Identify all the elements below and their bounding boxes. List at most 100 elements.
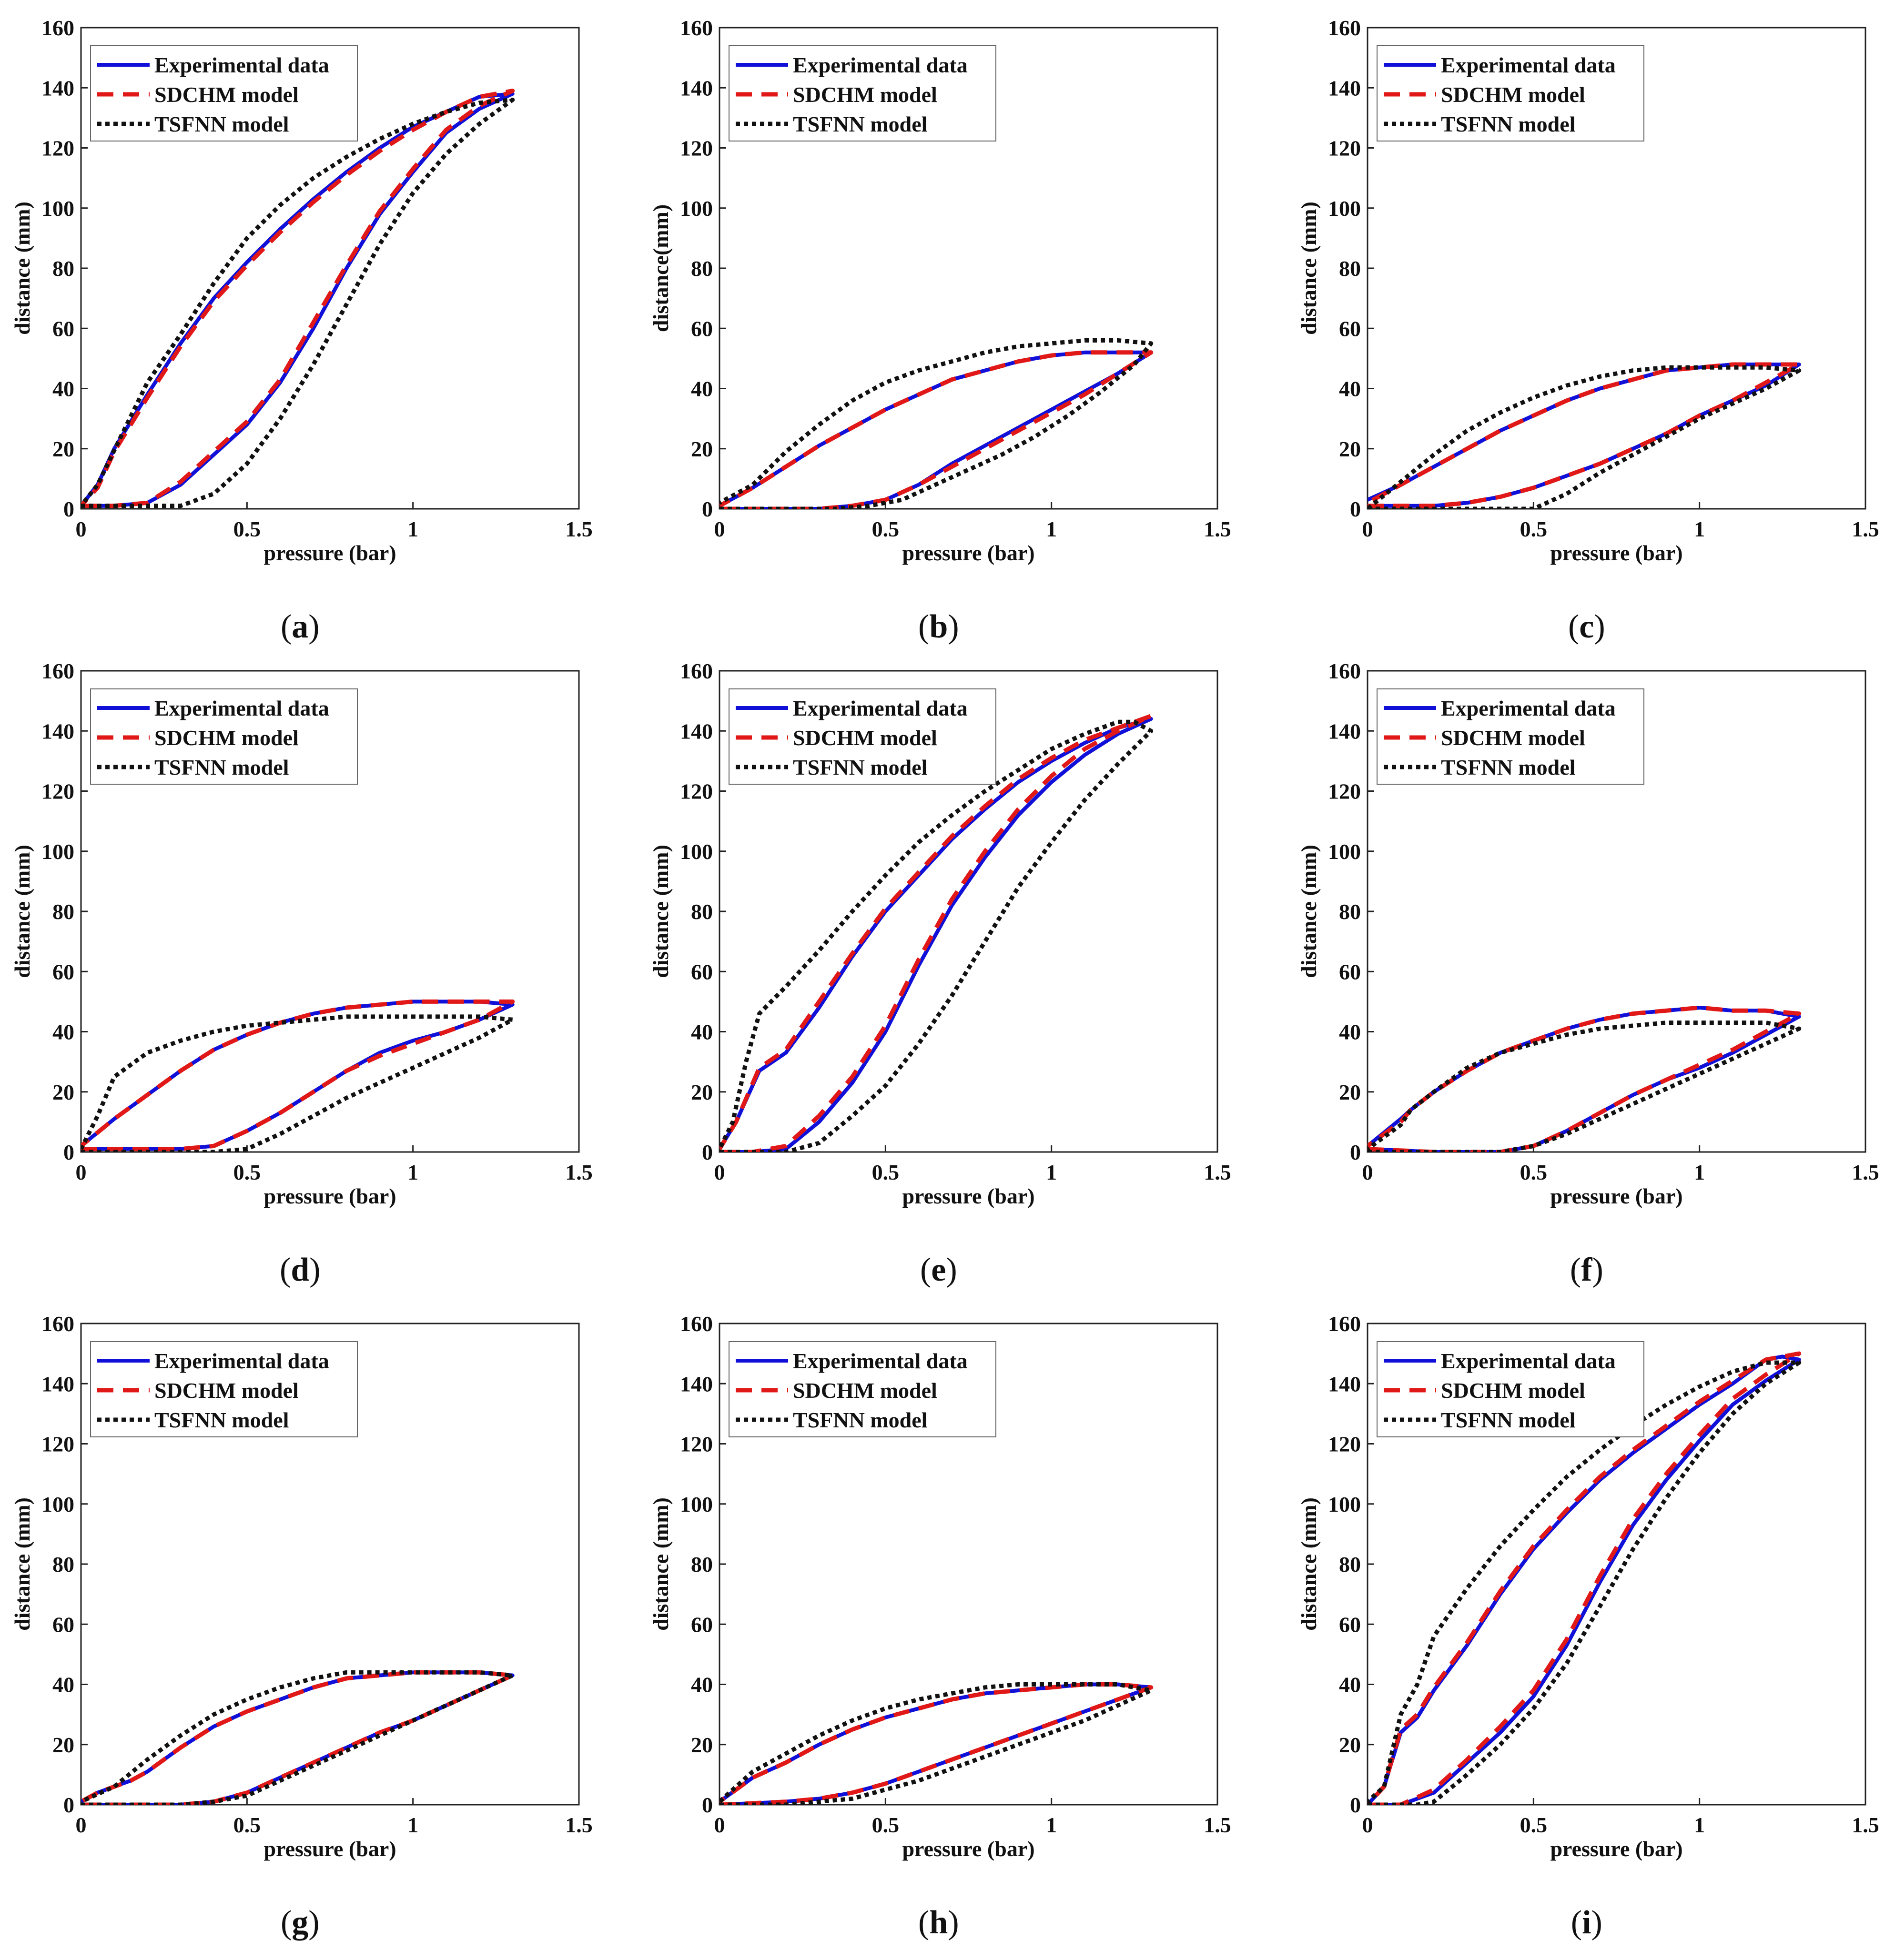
series-line-experimental-data: [81, 1000, 515, 1151]
y-tick-label: 40: [52, 1673, 74, 1697]
y-tick-label: 80: [691, 256, 713, 281]
x-tick-label: 1.5: [1852, 517, 1879, 541]
series-line-sdchm-model: [1368, 1351, 1802, 1805]
y-tick-label: 100: [1328, 1492, 1361, 1516]
caption-letter: h: [929, 1904, 948, 1941]
y-tick-label: 60: [691, 960, 713, 984]
legend-label: SDCHM model: [793, 726, 937, 750]
y-axis-label: distance (mm): [10, 845, 34, 978]
legend-label: SDCHM model: [154, 82, 299, 107]
panel-caption: (c): [1568, 608, 1605, 645]
panel-caption: (i): [1571, 1904, 1602, 1941]
y-tick-label: 0: [63, 497, 74, 521]
panel-caption: (b): [918, 608, 959, 645]
x-axis-label: pressure (bar): [902, 1184, 1034, 1208]
x-tick-label: 1.5: [565, 1813, 593, 1837]
y-tick-label: 20: [691, 437, 713, 461]
series-line-tsfnn-model: [81, 1670, 515, 1805]
legend-label: SDCHM model: [1441, 82, 1585, 107]
y-tick-label: 40: [1339, 1673, 1361, 1697]
y-tick-label: 140: [41, 76, 74, 100]
y-axis-label: distance (mm): [1297, 845, 1321, 978]
series-line-tsfnn-model: [1368, 1020, 1802, 1152]
y-axis-label: distance (mm): [649, 1497, 673, 1631]
y-tick-label: 120: [41, 1432, 74, 1456]
chart-panel-d: 0 0.5 1 1.5 0 20 40 60 80 100 120 140 160 pressure (b…: [10, 659, 593, 1288]
series-line-sdchm-model: [1368, 1005, 1802, 1152]
y-tick-label: 160: [680, 16, 713, 40]
y-tick-label: 20: [52, 437, 74, 461]
series-line-sdchm-model: [81, 1670, 515, 1805]
x-axis-label: pressure (bar): [902, 1837, 1034, 1861]
caption-letter: g: [292, 1904, 308, 1941]
y-tick-label: 0: [1350, 1140, 1361, 1164]
x-tick-label: 1.5: [565, 1160, 593, 1184]
x-tick-label: 0.5: [872, 1813, 900, 1837]
y-tick-label: 80: [52, 1552, 74, 1576]
x-axis-label: pressure (bar): [263, 541, 396, 565]
y-tick-label: 40: [52, 1020, 74, 1044]
caption-open: (: [281, 608, 292, 645]
y-axis-label: distance (mm): [10, 202, 34, 335]
legend-label: TSFNN model: [1441, 755, 1575, 779]
chart-panel-b: 0 0.5 1 1.5 0 20 40 60 80 100 120 140 160 pressure (b…: [649, 16, 1231, 645]
y-tick-label: 140: [41, 1372, 74, 1396]
x-tick-label: 1: [407, 1160, 418, 1184]
y-tick-label: 120: [680, 136, 713, 161]
y-tick-label: 60: [1339, 1612, 1361, 1637]
legend-label: SDCHM model: [793, 82, 937, 107]
chart-panel-a: 0 0.5 1 1.5 0 20 40 60 80 100 120 140 160 pressure (b…: [10, 16, 593, 645]
caption-open: (: [1570, 1252, 1581, 1288]
caption-letter: i: [1582, 1904, 1591, 1941]
x-tick-label: 1: [1046, 1813, 1057, 1837]
legend-label: Experimental data: [793, 1349, 968, 1373]
y-tick-label: 160: [1328, 659, 1361, 683]
y-tick-label: 60: [52, 316, 74, 341]
caption-letter: c: [1579, 608, 1594, 645]
caption-close: ): [1594, 608, 1605, 645]
x-tick-label: 0: [1362, 1160, 1373, 1184]
x-tick-label: 1.5: [1204, 1160, 1231, 1184]
caption-open: (: [280, 1252, 291, 1288]
y-tick-label: 80: [1339, 899, 1361, 924]
x-tick-label: 0.5: [1520, 1160, 1548, 1184]
y-tick-label: 160: [41, 659, 74, 683]
x-tick-label: 1.5: [565, 517, 593, 541]
x-tick-label: 1: [1694, 517, 1705, 541]
series-line-tsfnn-model: [719, 1682, 1154, 1805]
y-tick-label: 160: [1328, 16, 1361, 40]
x-tick-label: 0.5: [233, 1813, 261, 1837]
legend-label: SDCHM model: [1441, 726, 1585, 750]
caption-close: ): [948, 1904, 959, 1941]
y-axis-label: distance (mm): [10, 1497, 34, 1631]
x-tick-label: 1: [407, 517, 418, 541]
y-tick-label: 0: [1350, 497, 1361, 521]
x-tick-label: 1: [1046, 517, 1057, 541]
x-tick-label: 0.5: [1520, 1813, 1548, 1837]
y-tick-label: 120: [41, 779, 74, 804]
y-tick-label: 80: [52, 256, 74, 281]
x-axis-label: pressure (bar): [1550, 541, 1682, 565]
x-axis-label: pressure (bar): [263, 1837, 396, 1861]
series-line-experimental-data: [719, 1682, 1153, 1805]
y-tick-label: 60: [691, 1612, 713, 1637]
legend-label: Experimental data: [1441, 53, 1616, 77]
panel-caption: (f): [1570, 1252, 1603, 1288]
x-tick-label: 1.5: [1852, 1160, 1879, 1184]
series-line-tsfnn-model: [81, 98, 515, 508]
legend-label: TSFNN model: [154, 112, 289, 136]
panel-caption: (h): [918, 1904, 959, 1941]
y-tick-label: 80: [691, 899, 713, 924]
x-tick-label: 0: [1362, 1813, 1373, 1837]
chart-panel-h: 0 0.5 1 1.5 0 20 40 60 80 100 120 140 160 pressure (b…: [649, 1312, 1231, 1941]
caption-open: (: [1568, 608, 1579, 645]
chart-panel-i: 0 0.5 1 1.5 0 20 40 60 80 100 120 140 160 pressure (b…: [1297, 1312, 1879, 1941]
x-tick-label: 0: [1362, 517, 1373, 541]
y-tick-label: 0: [63, 1140, 74, 1164]
x-axis-label: pressure (bar): [902, 541, 1034, 565]
x-tick-label: 1: [1694, 1813, 1705, 1837]
y-tick-label: 20: [52, 1080, 74, 1104]
y-tick-label: 160: [1328, 1312, 1361, 1336]
legend-label: TSFNN model: [793, 755, 927, 779]
